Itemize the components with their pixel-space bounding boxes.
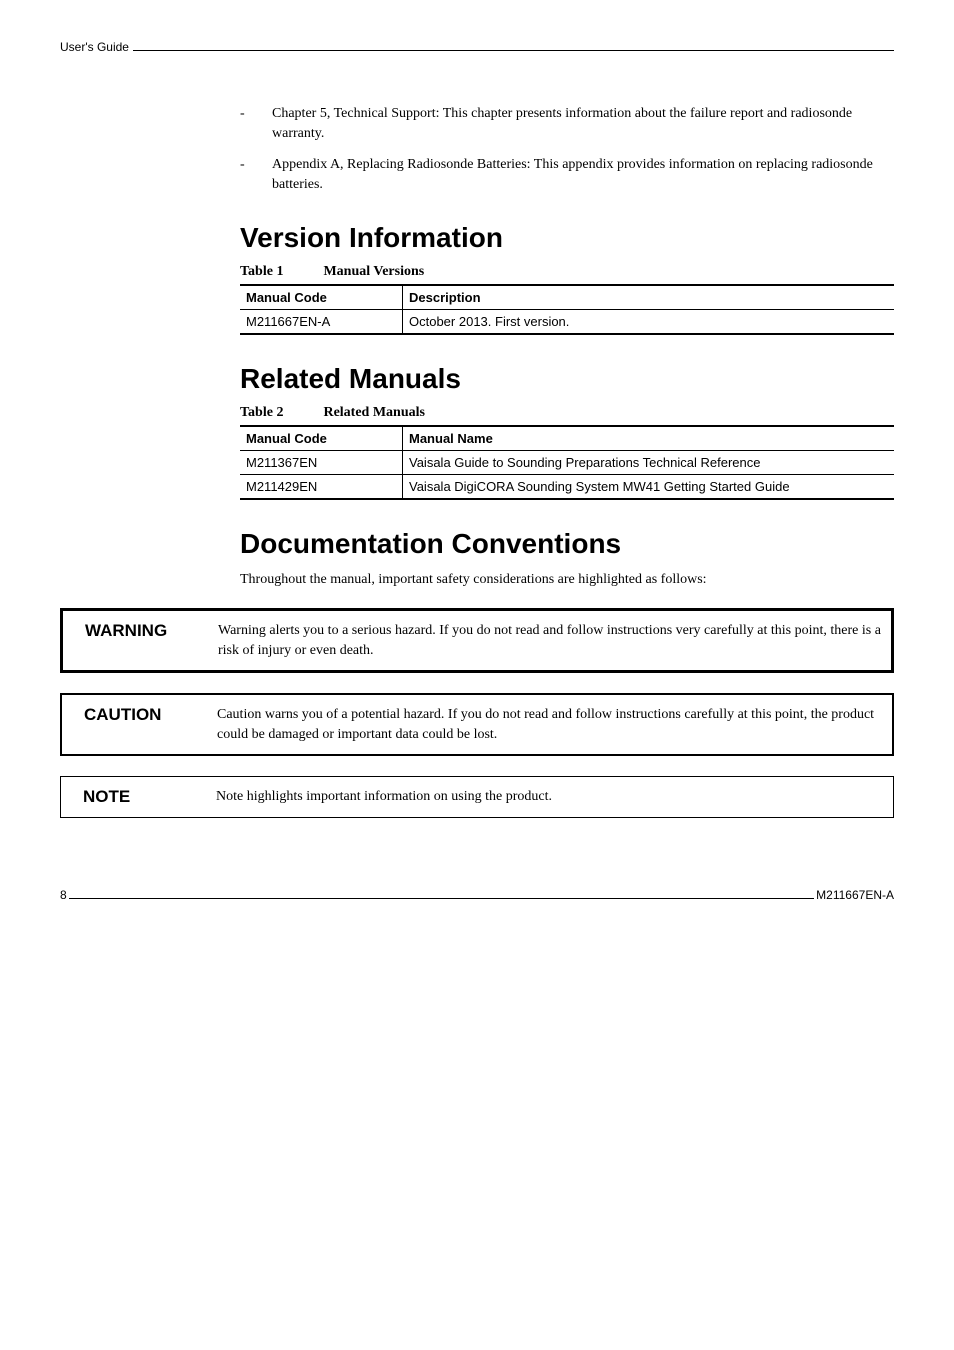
table-cell: M211367EN	[240, 451, 403, 475]
page-footer: 8 M211667EN-A	[60, 888, 894, 902]
heading-version-information: Version Information	[240, 222, 894, 254]
table-header: Manual Name	[403, 426, 895, 451]
heading-documentation-conventions: Documentation Conventions	[240, 528, 894, 560]
table-cell: Vaisala Guide to Sounding Preparations T…	[403, 451, 895, 475]
page-number: 8	[60, 888, 67, 902]
list-item: - Appendix A, Replacing Radiosonde Batte…	[240, 155, 894, 194]
caution-body: Caution warns you of a potential hazard.…	[217, 695, 892, 754]
table-cell: Vaisala DigiCORA Sounding System MW41 Ge…	[403, 475, 895, 500]
note-callout: NOTE Note highlights important informati…	[60, 776, 894, 818]
table-header: Manual Code	[240, 426, 403, 451]
list-item: - Chapter 5, Technical Support: This cha…	[240, 104, 894, 143]
table-caption: Table 2 Related Manuals	[240, 405, 894, 421]
warning-label: WARNING	[63, 611, 218, 670]
bullet-text: Chapter 5, Technical Support: This chapt…	[272, 104, 894, 143]
note-label: NOTE	[61, 777, 216, 817]
warning-callout: WARNING Warning alerts you to a serious …	[60, 608, 894, 673]
manual-versions-table: Manual Code Description M211667EN-A Octo…	[240, 284, 894, 335]
heading-related-manuals: Related Manuals	[240, 363, 894, 395]
header-rule	[133, 50, 894, 51]
bullet-dash: -	[240, 104, 272, 143]
document-code: M211667EN-A	[816, 888, 894, 902]
intro-paragraph: Throughout the manual, important safety …	[240, 570, 894, 590]
page-header: User's Guide	[60, 40, 894, 54]
warning-body: Warning alerts you to a serious hazard. …	[218, 611, 891, 670]
footer-rule	[69, 898, 814, 899]
table-cell: M211429EN	[240, 475, 403, 500]
bullet-dash: -	[240, 155, 272, 194]
table-title: Related Manuals	[323, 405, 425, 420]
table-row: M211429EN Vaisala DigiCORA Sounding Syst…	[240, 475, 894, 500]
header-label: User's Guide	[60, 40, 129, 54]
table-header: Manual Code	[240, 285, 403, 310]
table-row: M211367EN Vaisala Guide to Sounding Prep…	[240, 451, 894, 475]
table-caption: Table 1 Manual Versions	[240, 264, 894, 280]
body-content: - Chapter 5, Technical Support: This cha…	[240, 104, 894, 590]
table-number: Table 2	[240, 405, 283, 420]
table-title: Manual Versions	[323, 264, 424, 279]
caution-callout: CAUTION Caution warns you of a potential…	[60, 693, 894, 756]
note-body: Note highlights important information on…	[216, 777, 893, 817]
bullet-text: Appendix A, Replacing Radiosonde Batteri…	[272, 155, 894, 194]
related-manuals-table: Manual Code Manual Name M211367EN Vaisal…	[240, 425, 894, 500]
table-row: M211667EN-A October 2013. First version.	[240, 310, 894, 335]
table-cell: October 2013. First version.	[403, 310, 895, 335]
caution-label: CAUTION	[62, 695, 217, 754]
table-header: Description	[403, 285, 895, 310]
table-header-row: Manual Code Manual Name	[240, 426, 894, 451]
table-cell: M211667EN-A	[240, 310, 403, 335]
table-header-row: Manual Code Description	[240, 285, 894, 310]
table-number: Table 1	[240, 264, 283, 279]
